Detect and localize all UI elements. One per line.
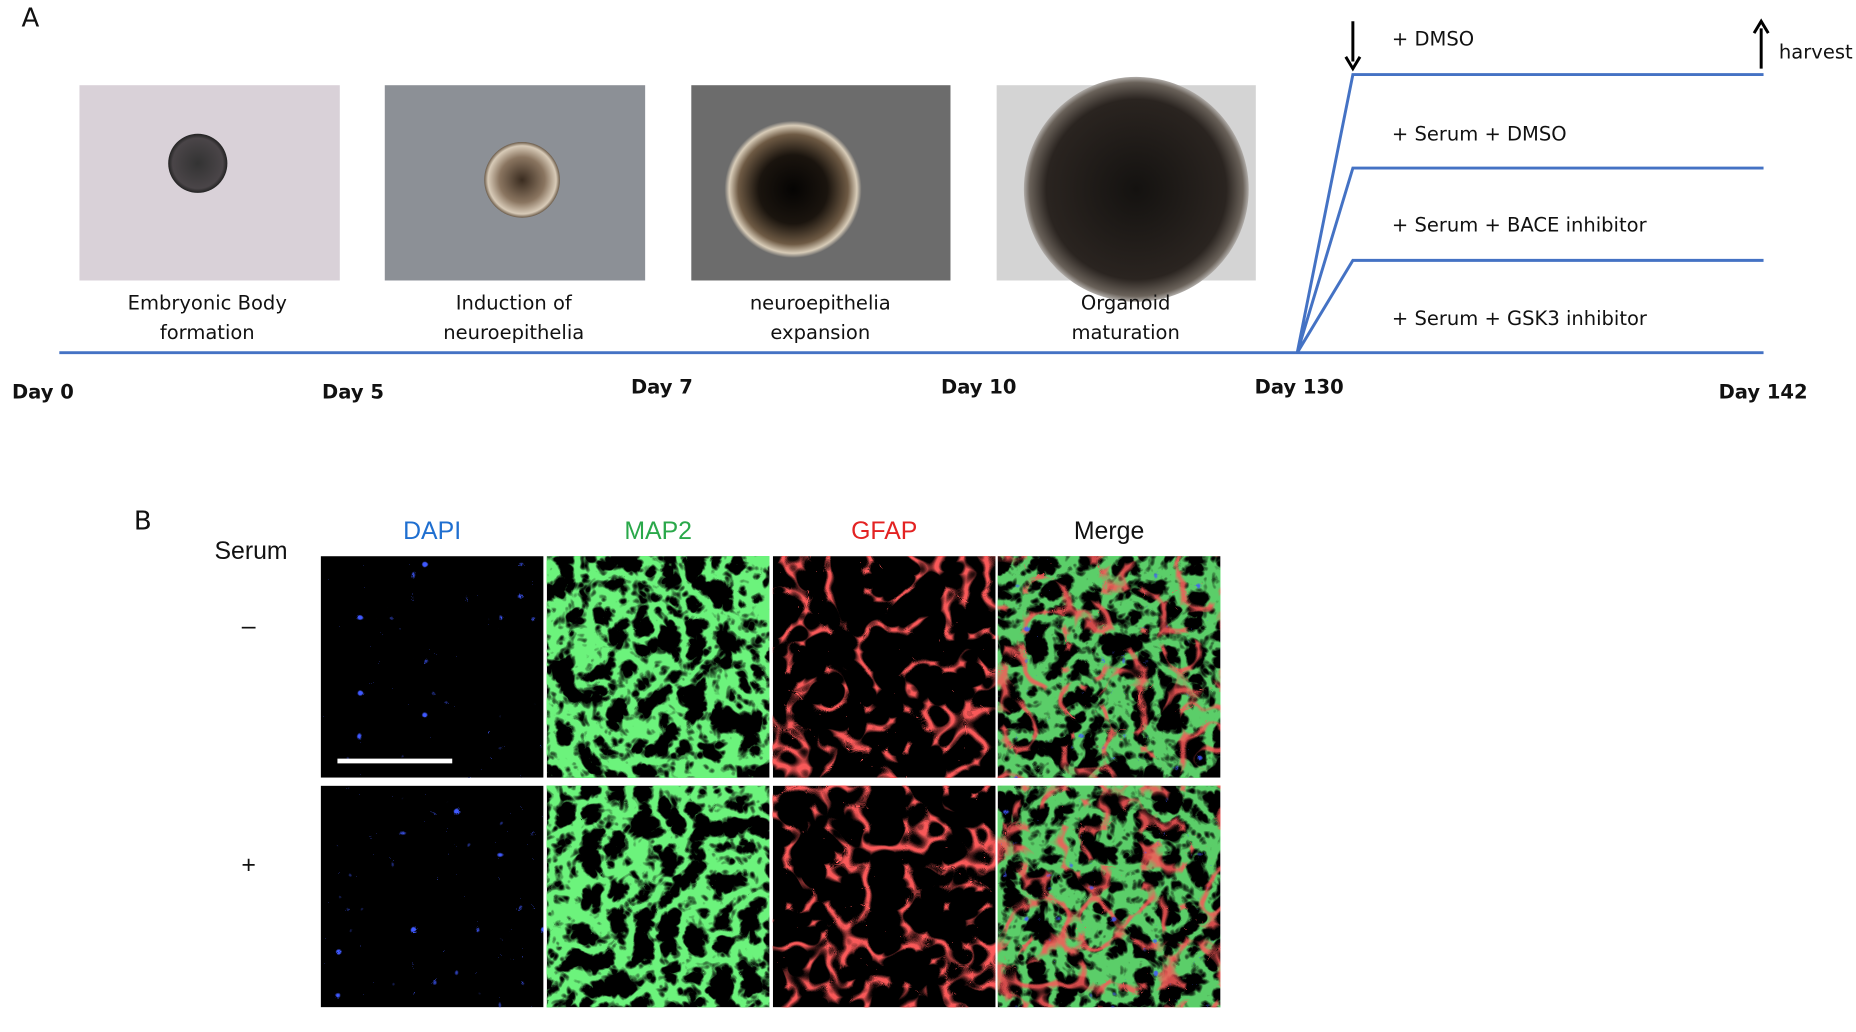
stage-caption: maturation: [1071, 321, 1179, 344]
stage-caption: neuroepithelia: [443, 321, 584, 344]
day-label: Day 0: [12, 380, 74, 403]
stage-caption: Embryonic Body: [128, 292, 287, 315]
panel-b-grid: DAPI MAP2 GFAP Merge – +: [241, 518, 1221, 1008]
stain-layer: [997, 556, 1221, 778]
row-label: +: [241, 852, 256, 879]
harvest-arrow: [1752, 18, 1770, 69]
column-header: Merge: [1074, 518, 1144, 545]
day-label: Day 130: [1255, 376, 1344, 399]
stain-layer: [320, 556, 544, 778]
stain-layer: [997, 785, 1221, 1008]
column-header: MAP2: [624, 518, 692, 545]
organoid: [168, 133, 228, 193]
day-label: Day 142: [1719, 380, 1808, 403]
stage-caption: neuroepithelia: [750, 292, 891, 315]
timeline: harvest: [59, 18, 1853, 355]
stain-layer: [546, 785, 770, 1008]
stage-caption: expansion: [770, 321, 870, 344]
organoid: [484, 142, 560, 218]
stain-layer: [772, 556, 996, 778]
treatment-label: + DMSO: [1392, 28, 1474, 51]
organoid: [1023, 76, 1249, 302]
panel-label: B: [134, 506, 152, 536]
day-label: Day 5: [322, 380, 384, 403]
treatment-label: + Serum + DMSO: [1392, 122, 1567, 145]
row-header: Serum: [214, 538, 287, 565]
stain-layer: [320, 785, 544, 1008]
treatment-label: + Serum + BACE inhibitor: [1392, 214, 1648, 237]
harvest-label: harvest: [1779, 41, 1853, 64]
start-arrow: [1344, 21, 1362, 72]
panel-a-labels: Embryonic Body formation Induction of neuro…: [12, 28, 1808, 404]
organoid: [724, 120, 862, 258]
stage-caption: Organoid: [1081, 292, 1171, 315]
treatment-label: + Serum + GSK3 inhibitor: [1392, 307, 1648, 330]
stain-layer: [546, 556, 770, 778]
column-header: GFAP: [851, 518, 917, 545]
day-label: Day 10: [941, 376, 1016, 399]
stage-caption: formation: [160, 321, 255, 344]
stain-layer: [772, 785, 996, 1008]
panel-label: A: [21, 3, 39, 33]
row-label: –: [242, 613, 256, 640]
treatment-branches: [1295, 73, 1764, 354]
column-header: DAPI: [403, 518, 461, 545]
stage-images: [79, 76, 1256, 302]
day-label: Day 7: [631, 376, 693, 399]
stage-caption: Induction of: [456, 292, 573, 315]
